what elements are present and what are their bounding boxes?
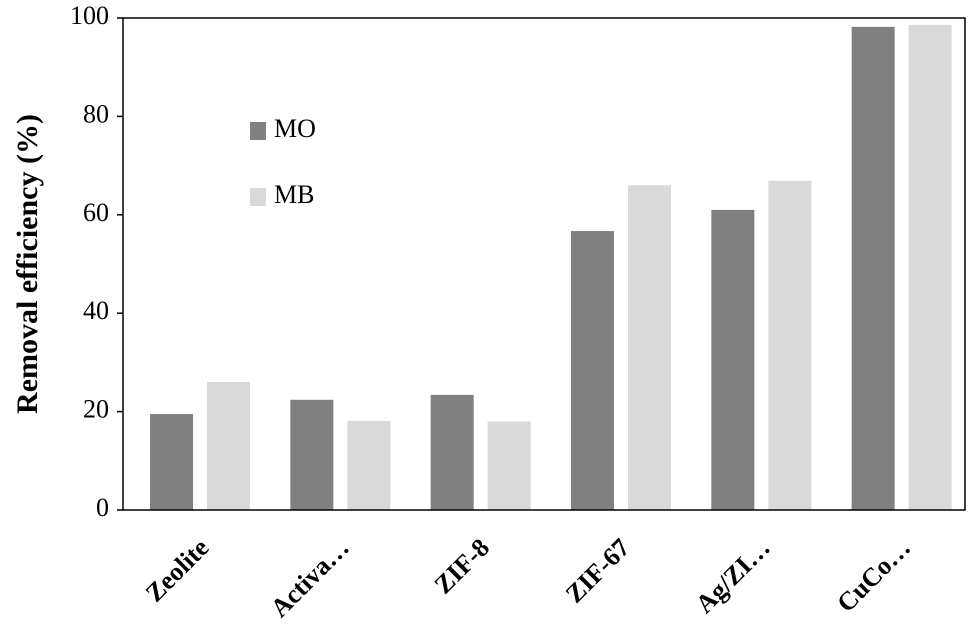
x-tick-label: ZIF-8 [429,533,495,599]
legend-label: MO [274,114,316,143]
bar [207,382,250,510]
bar [571,231,614,510]
bar [290,399,334,510]
x-tick-label: Activa… [265,533,355,623]
bar [347,420,391,510]
y-tick-label: 40 [83,296,109,325]
y-tick-label: 60 [83,198,109,227]
legend-swatch [250,188,266,206]
bar [768,180,812,511]
x-tick-label: ZIF-67 [560,533,636,609]
bar [851,26,895,511]
bar [150,414,193,510]
x-tick-label: CuCo… [831,533,916,618]
bar [487,421,531,510]
legend-swatch [250,122,266,140]
y-tick-label: 100 [70,1,109,30]
plot-frame [122,17,966,511]
bar [711,209,755,510]
bar [908,24,952,510]
x-tick-label: Zeolite [140,533,215,608]
y-tick-label: 80 [83,99,109,128]
bar [628,185,671,510]
y-tick-label: 0 [96,493,109,522]
x-tick-label: Ag/ZI… [690,533,776,619]
bar [430,394,474,510]
y-tick-label: 20 [83,395,109,424]
y-axis-label: Removal efficiency (%) [11,114,44,414]
legend-label: MB [274,180,314,209]
